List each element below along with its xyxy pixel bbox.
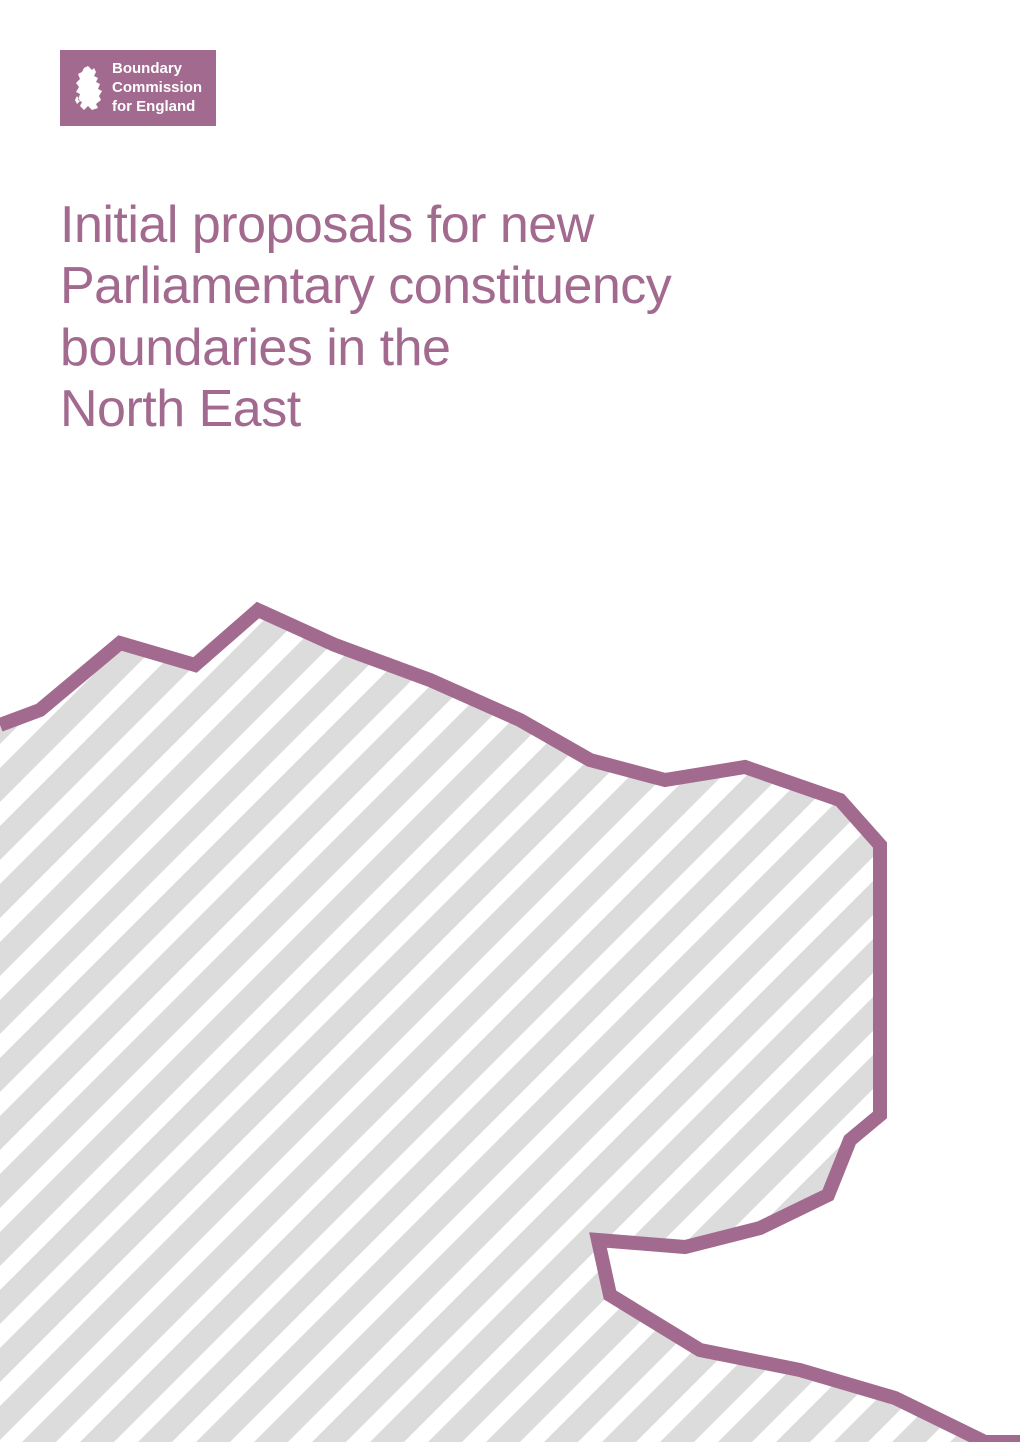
- logo: Boundary Commission for England: [60, 50, 216, 126]
- logo-text: Boundary Commission for England: [112, 60, 202, 116]
- logo-line-1: Boundary: [112, 60, 202, 79]
- logo-line-2: Commission: [112, 79, 202, 98]
- page-title: Initial proposals for newParliamentary c…: [60, 195, 671, 440]
- uk-map-icon: [72, 64, 104, 112]
- logo-line-3: for England: [112, 98, 202, 117]
- boundary-graphic: [0, 595, 1020, 1442]
